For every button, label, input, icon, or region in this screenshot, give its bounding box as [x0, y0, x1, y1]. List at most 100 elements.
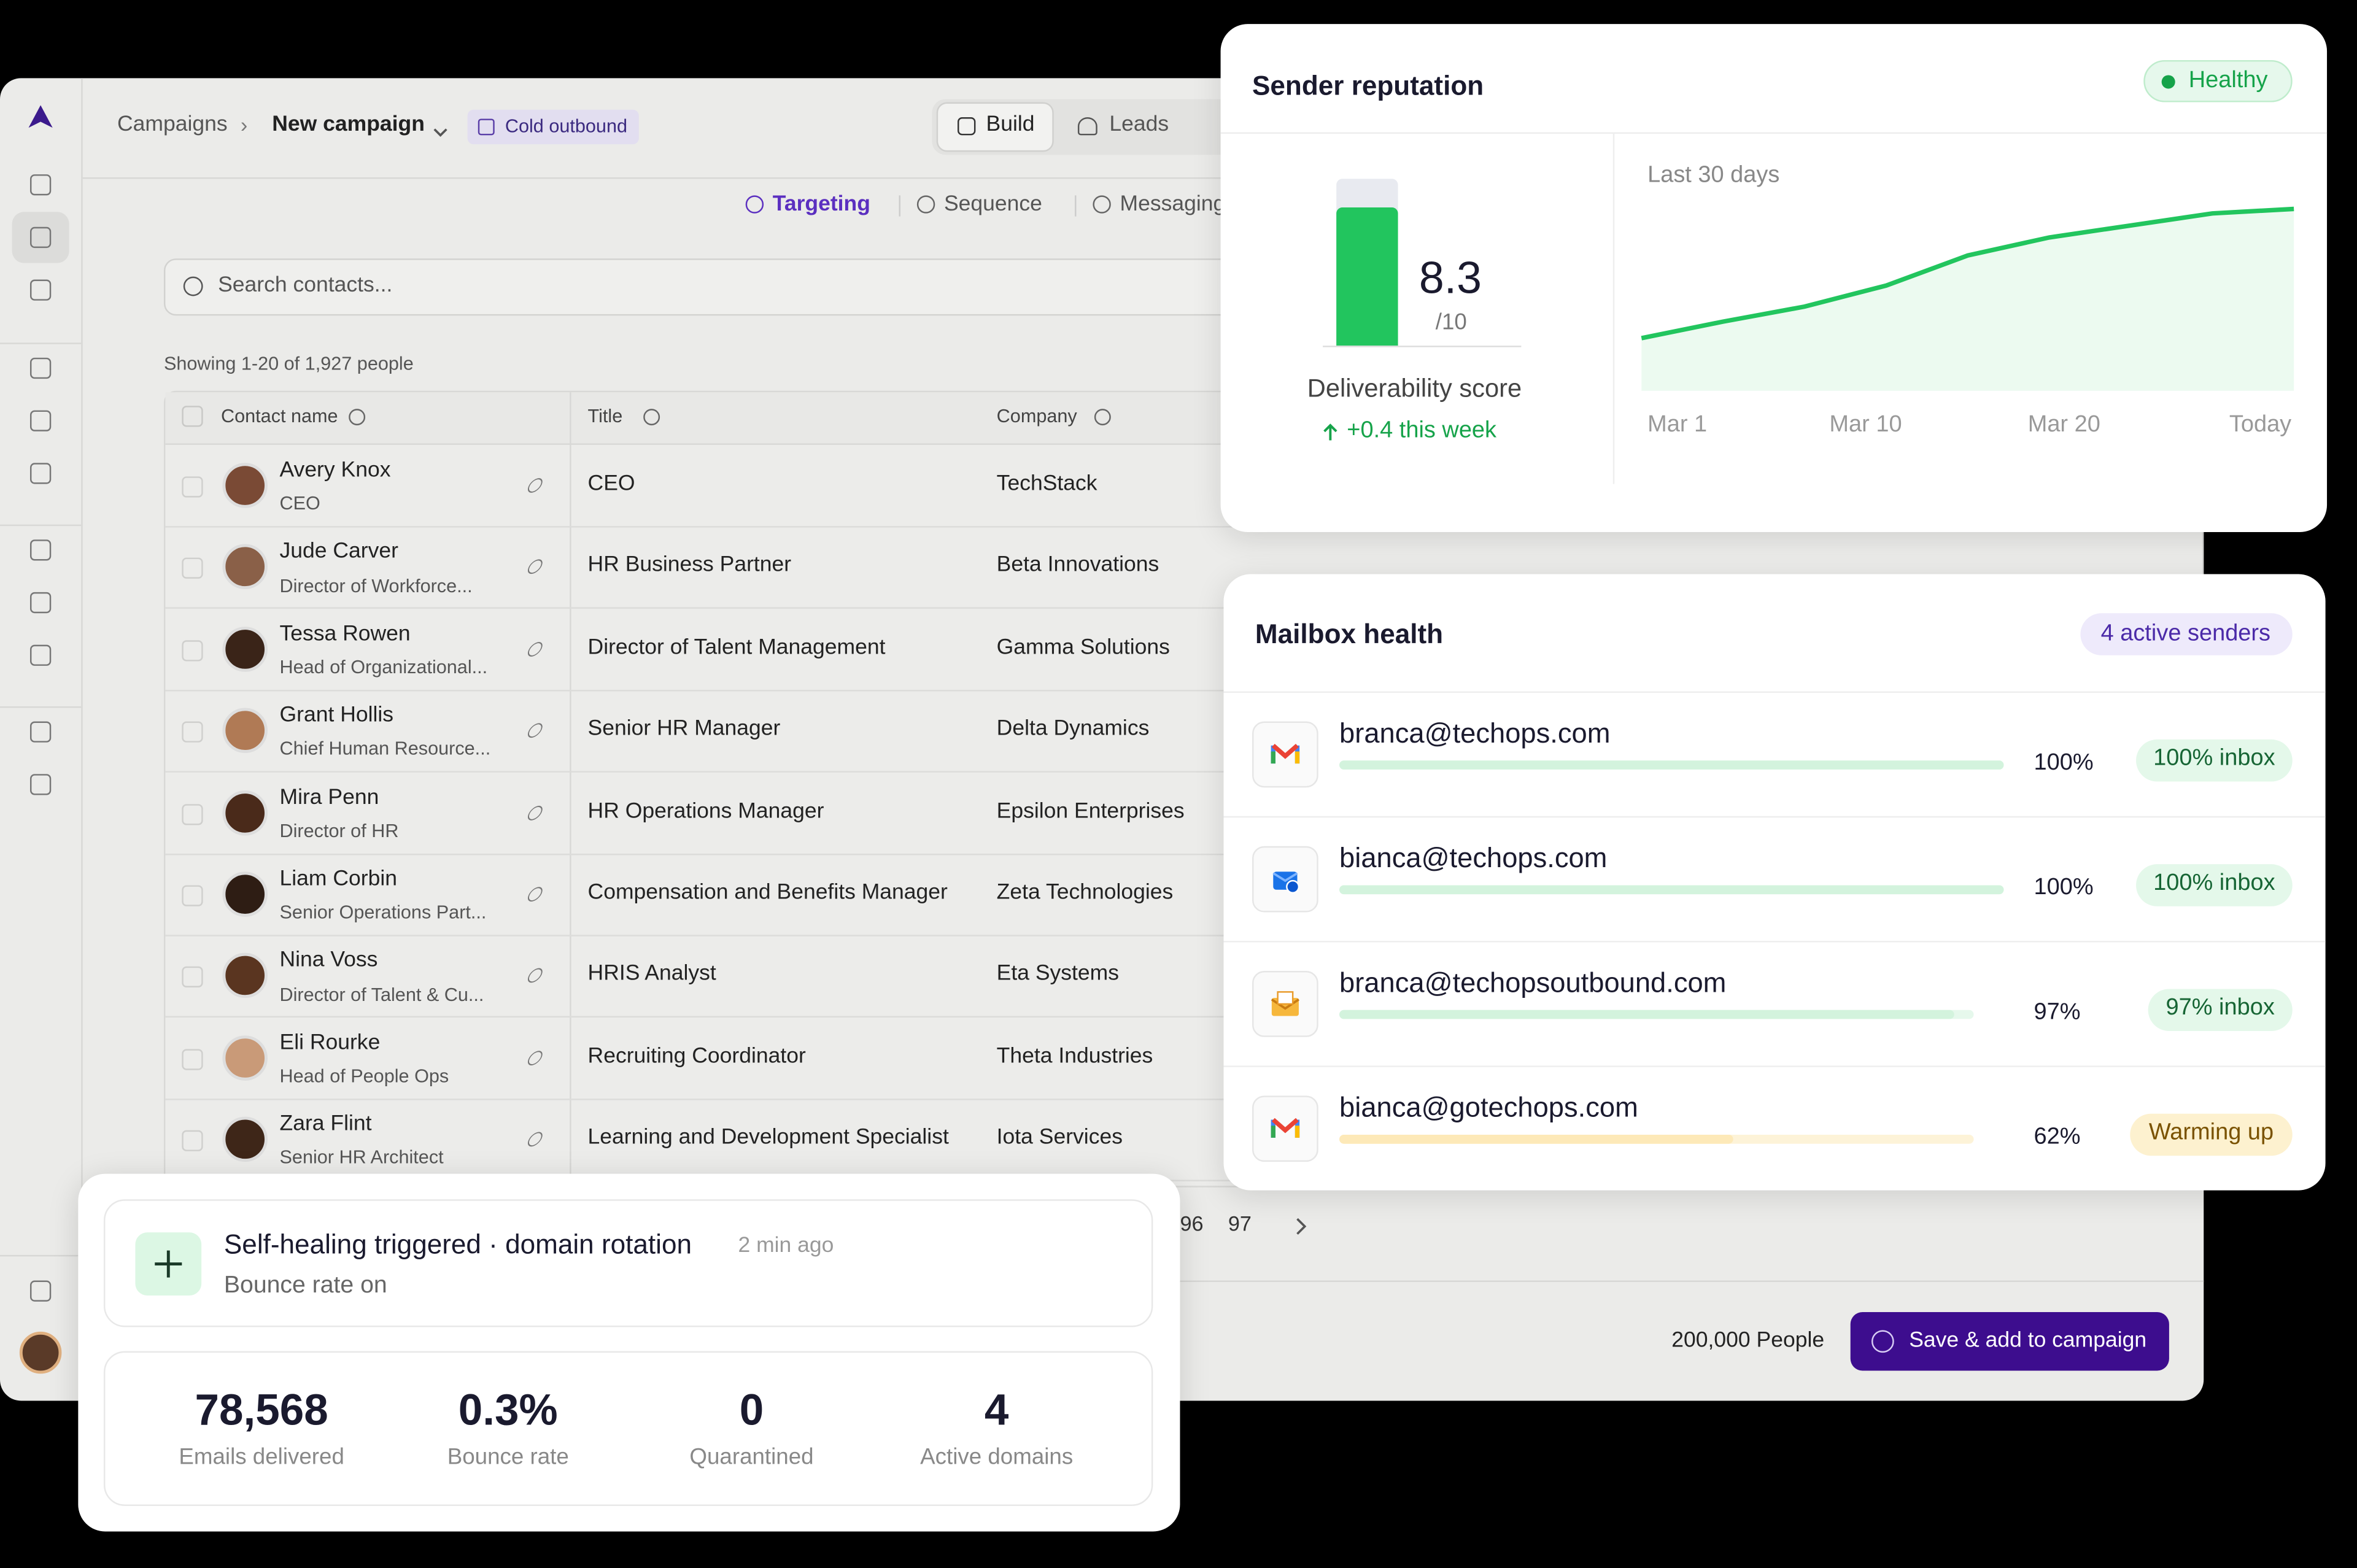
sender-email: branca@techops.com: [1339, 716, 1611, 748]
contact-name[interactable]: Jude Carver: [279, 540, 398, 565]
subtab-sep: [1075, 195, 1077, 217]
badge: [2080, 613, 2293, 655]
vertical-divider: [1612, 132, 1615, 484]
sidebar-icon[interactable]: [29, 774, 52, 795]
row-divider: [1223, 941, 2326, 943]
sender-email: bianca@techops.com: [1339, 841, 1608, 873]
column-header[interactable]: Contact name: [221, 406, 338, 428]
contact-name[interactable]: Eli Rourke: [279, 1030, 381, 1055]
sidebar-icon[interactable]: [29, 1280, 52, 1302]
sidebar-icon[interactable]: [29, 174, 52, 196]
checkbox[interactable]: [182, 1048, 203, 1070]
save-button-label[interactable]: Save & add to campaign: [1909, 1328, 2147, 1353]
sidebar-icon[interactable]: [29, 226, 52, 249]
contact-name[interactable]: Grant Hollis: [279, 703, 394, 728]
breadcrumb-current[interactable]: New campaign: [272, 112, 425, 137]
contact-name[interactable]: Tessa Rowen: [279, 622, 411, 646]
avatar: [222, 544, 268, 590]
trend-chart: [1624, 150, 2315, 406]
column-divider: [570, 392, 571, 1188]
sidebar-icon[interactable]: [29, 279, 52, 301]
sidebar-icon[interactable]: [29, 721, 52, 743]
icon-part: [1296, 1218, 1307, 1235]
sender-status: 97% inbox: [2165, 995, 2275, 1021]
contact-name[interactable]: Nina Voss: [279, 949, 378, 973]
icon-part: [1271, 998, 1299, 1010]
contact-name[interactable]: Mira Penn: [279, 785, 379, 810]
title-cell: CEO: [587, 471, 635, 496]
search-placeholder: Search contacts...: [218, 273, 393, 298]
avatar: [222, 463, 268, 508]
title-cell: Director of Talent Management: [587, 635, 886, 660]
column-header[interactable]: Title: [587, 406, 623, 428]
alert-icon: [135, 1232, 202, 1296]
health-percent: 100%: [2034, 875, 2094, 901]
results-count: Showing 1-20 of 1,927 people: [163, 353, 414, 375]
company-cell: Beta Innovations: [996, 554, 1159, 578]
checkbox[interactable]: [182, 803, 203, 825]
page-number[interactable]: 97: [1228, 1211, 1252, 1236]
row-border: [165, 853, 2204, 855]
checkbox[interactable]: [182, 406, 203, 427]
status-pill: [2136, 739, 2293, 782]
checkbox[interactable]: [182, 885, 203, 906]
avatar: [222, 1035, 268, 1081]
sidebar-icon[interactable]: [29, 410, 52, 431]
page-number[interactable]: 96: [1180, 1211, 1204, 1236]
title-cell: HRIS Analyst: [587, 962, 716, 987]
checkbox[interactable]: [182, 639, 203, 662]
next-page[interactable]: [1296, 1216, 1308, 1235]
trend-line: [1641, 206, 2294, 341]
company-cell: Gamma Solutions: [996, 635, 1170, 660]
sidebar-icon[interactable]: [29, 539, 52, 561]
sidebar-icon[interactable]: [29, 463, 52, 484]
score-scale: /10: [1435, 309, 1467, 335]
x-axis-label: Mar 1: [1647, 412, 1708, 438]
checkbox[interactable]: [182, 558, 203, 579]
tag-icon: [478, 118, 495, 136]
status-dot: [2161, 75, 2175, 89]
chevron: [433, 120, 447, 137]
column-header[interactable]: Company: [996, 406, 1077, 428]
sidebar-border: [81, 78, 83, 1401]
provider-icon: [1252, 971, 1318, 1037]
tab[interactable]: Build: [986, 112, 1035, 137]
checkbox[interactable]: [182, 967, 203, 988]
subtab[interactable]: Messaging: [1120, 192, 1226, 217]
row-border: [165, 608, 2204, 609]
sidebar-icon[interactable]: [29, 357, 52, 379]
title-cell: HR Business Partner: [587, 554, 792, 578]
tab[interactable]: Leads: [1109, 112, 1169, 137]
user-avatar[interactable]: [19, 1331, 62, 1374]
logo: [26, 102, 56, 133]
save-button[interactable]: [1850, 1311, 2169, 1371]
icon-part: [1271, 743, 1299, 759]
checkbox[interactable]: [182, 476, 203, 498]
checkbox[interactable]: [182, 721, 203, 743]
status-pill: [2148, 989, 2293, 1032]
company-cell: Eta Systems: [996, 962, 1120, 987]
checkbox[interactable]: [182, 1130, 203, 1152]
tab-active[interactable]: [936, 102, 1054, 152]
sender-status: 100% inbox: [2153, 870, 2275, 897]
alert-box: [103, 1199, 1153, 1327]
alert-title: Self-healing triggered · domain rotation: [223, 1229, 692, 1259]
icon-part: [1277, 991, 1294, 1005]
contact-name[interactable]: Zara Flint: [279, 1112, 372, 1137]
contact-name[interactable]: Liam Corbin: [279, 867, 397, 892]
icon-part: [1323, 423, 1337, 441]
breadcrumb[interactable]: Campaigns: [117, 112, 228, 137]
subtab[interactable]: Sequence: [943, 192, 1042, 217]
company-cell: Theta Industries: [996, 1044, 1153, 1068]
card-title: Sender reputation: [1252, 70, 1484, 101]
alert-detail: Bounce rate on: [223, 1273, 387, 1299]
subtab[interactable]: Targeting: [772, 192, 870, 217]
card-divider: [1220, 132, 2328, 134]
sidebar-icon[interactable]: [29, 592, 52, 614]
provider-icon: [1252, 846, 1318, 913]
sidebar-icon[interactable]: [29, 644, 52, 666]
health-percent: 62%: [2034, 1124, 2081, 1151]
contact-name[interactable]: Avery Knox: [279, 458, 391, 483]
